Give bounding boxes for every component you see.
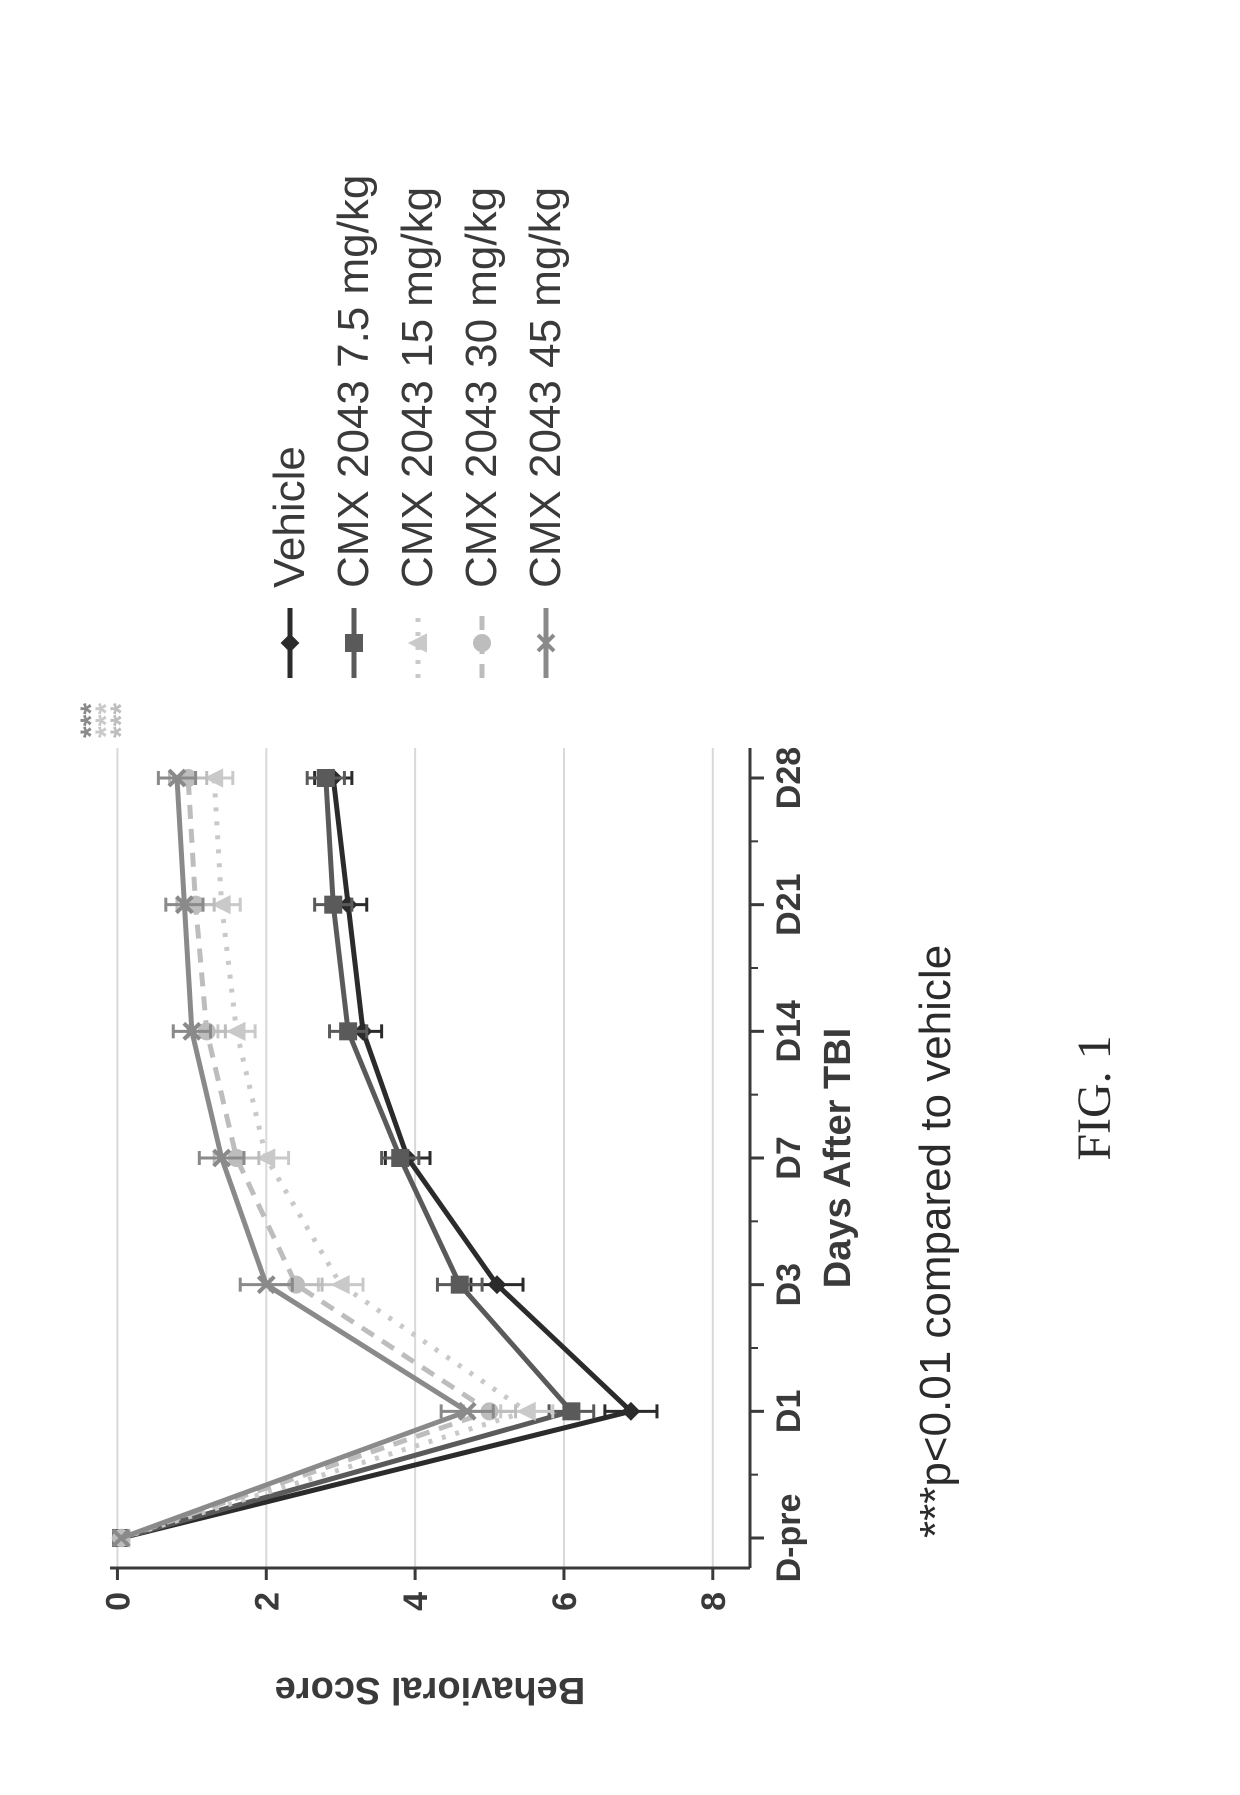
legend-label: CMX 2043 45 mg/kg	[521, 186, 570, 587]
significance-mark: ***	[75, 702, 108, 737]
x-axis-label: Days After TBI	[817, 1027, 859, 1287]
y-tick-label: 8	[695, 1592, 733, 1611]
y-axis-label: Behavioral Score	[275, 1669, 585, 1711]
x-tick-label: D28	[770, 746, 808, 808]
legend-label: Vehicle	[265, 446, 314, 588]
y-tick-label: 2	[248, 1592, 286, 1611]
legend-label: CMX 2043 7.5 mg/kg	[329, 174, 378, 587]
y-tick-label: 4	[397, 1591, 435, 1610]
x-tick-label: D7	[770, 1136, 808, 1179]
figure-caption: FIG. 1	[1068, 1035, 1121, 1160]
legend-label: CMX 2043 15 mg/kg	[393, 186, 442, 587]
x-tick-label: D21	[770, 873, 808, 935]
x-tick-label: D-pre	[770, 1493, 808, 1582]
y-tick-label: 6	[546, 1592, 584, 1611]
legend-label: CMX 2043 30 mg/kg	[457, 186, 506, 587]
significance-note: ***p<0.01 compared to vehicle	[911, 944, 960, 1537]
chart-svg: 0 2 4 6 8 D-pre D1 D3 D7 D14 D21 D28 Days After TBI B…	[70, 48, 1170, 1748]
y-tick-label: 0	[99, 1592, 137, 1611]
figure-container: 0 2 4 6 8 D-pre D1 D3 D7 D14 D21 D28 Days After TBI B…	[70, 48, 1170, 1748]
x-tick-label: D1	[770, 1389, 808, 1432]
x-tick-label: D14	[770, 1000, 808, 1062]
x-tick-label: D3	[770, 1262, 808, 1305]
